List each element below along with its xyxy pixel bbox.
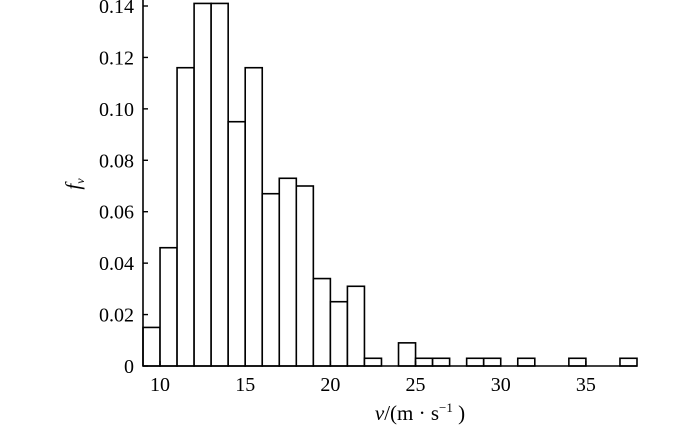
x-tick-label: 10 xyxy=(150,374,170,396)
histogram-bar xyxy=(312,277,332,367)
histogram-bar xyxy=(619,357,638,367)
x-tick-label: 20 xyxy=(320,374,340,396)
histogram-bar xyxy=(193,2,212,367)
histogram-bar xyxy=(482,357,502,367)
y-tick-label: 0.04 xyxy=(99,253,134,275)
histogram-bar xyxy=(397,342,417,367)
histogram-bar xyxy=(346,285,366,367)
bars-group xyxy=(142,2,638,367)
x-tick-label: 30 xyxy=(491,374,511,396)
histogram-bar xyxy=(329,300,349,367)
y-ticks-group: 0 0.02 0.04 0.06 0.08 0.10 0.12 0.14 xyxy=(99,0,148,378)
histogram-bar xyxy=(261,192,281,367)
y-tick-label: 0.10 xyxy=(99,99,134,121)
x-axis-label: v/(m · s−1 ) xyxy=(375,400,465,425)
histogram-bar xyxy=(363,357,383,367)
x-tick-label: 35 xyxy=(576,374,596,396)
x-tick-label: 25 xyxy=(406,374,426,396)
histogram-bar xyxy=(431,357,451,367)
histogram-bar xyxy=(295,185,315,367)
y-tick-label: 0.06 xyxy=(99,202,134,224)
y-axis-label: fv xyxy=(61,178,87,190)
histogram-bar xyxy=(278,177,298,367)
x-ticks-group: 10 15 20 25 30 35 xyxy=(150,361,596,396)
histogram-bar xyxy=(516,357,536,367)
histogram-bar xyxy=(244,66,264,367)
histogram-bar xyxy=(414,357,434,367)
histogram-bar xyxy=(159,246,178,367)
x-tick-label: 15 xyxy=(235,374,255,396)
histogram-bar xyxy=(227,120,247,367)
histogram-bar xyxy=(142,326,161,367)
y-tick-label: 0.14 xyxy=(99,0,134,18)
histogram-bar xyxy=(210,2,229,367)
y-tick-label: 0 xyxy=(124,356,134,378)
axes-group xyxy=(142,0,637,367)
histogram-bar xyxy=(465,357,485,367)
y-tick-label: 0.02 xyxy=(99,305,134,327)
y-tick-label: 0.08 xyxy=(99,150,134,172)
histogram-bar xyxy=(568,357,587,367)
histogram-bar xyxy=(176,66,195,367)
y-tick-label: 0.12 xyxy=(99,47,134,69)
